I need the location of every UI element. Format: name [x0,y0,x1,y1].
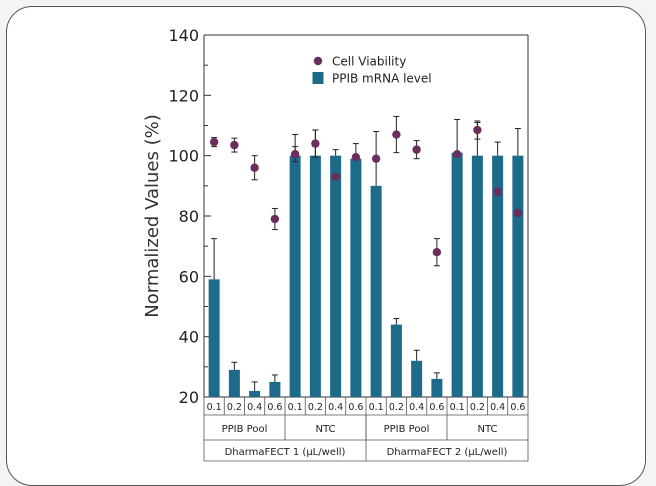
category-label: 0.1 [207,402,222,413]
viability-point [230,140,239,150]
y-tick-label: 140 [168,26,199,45]
category-label: 0.2 [470,402,485,413]
group-label: PPIB Pool [222,424,268,435]
viability-point [513,208,523,218]
category-label: 0.4 [490,402,505,413]
bar [350,158,362,397]
y-axis-label: Normalized Values (%) [142,114,163,317]
viability-point [331,172,340,181]
y-tick-label: 60 [179,267,199,286]
category-label: 0.4 [328,402,343,413]
legend-marker-ppib [312,72,324,84]
bar [330,155,342,397]
legend-label-cell-viability: Cell Viability [332,55,406,69]
viability-point [250,163,259,172]
y-tick-label: 100 [168,147,199,166]
legend-marker-cell-viability [313,56,323,66]
supergroup-label: DharmaFECT 1 (µL/well) [225,447,346,458]
viability-point [351,152,361,162]
bar [471,155,483,397]
viability-point [392,130,401,139]
category-label: 0.4 [409,402,424,413]
bar [451,152,463,397]
supergroup-label: DharmaFECT 2 (µL/well) [387,447,508,458]
chart-frame [6,6,646,486]
category-label: 0.2 [227,402,242,413]
category-label: 0.1 [288,402,303,413]
bar [208,279,220,397]
bar [431,378,443,397]
category-label: 0.6 [267,402,282,413]
category-label: 0.6 [429,402,444,413]
viability-point [493,187,502,197]
viability-point [452,149,462,159]
category-label: 0.2 [308,402,323,413]
viability-point [432,248,442,257]
y-tick-label: 20 [179,388,199,407]
bar [309,155,321,397]
bar [390,324,402,397]
viability-point [371,154,381,163]
bar [370,185,382,397]
y-tick-label: 120 [168,86,199,105]
group-label: PPIB Pool [384,424,430,435]
category-label: 0.6 [510,402,525,413]
viability-point [290,149,300,159]
category-label: 0.4 [247,402,262,413]
bar [512,155,524,397]
y-tick-label: 80 [179,207,199,226]
bar [269,381,281,397]
chart: 20 40 60 80 100 120 140 Normalized Values (%) 0.… [142,26,529,462]
category-label: 0.6 [348,402,363,413]
bar [289,155,301,397]
viability-point [412,145,421,154]
bar [411,360,423,397]
y-tick-label: 40 [179,328,199,347]
bar [228,369,240,397]
viability-point [209,137,219,147]
bar [249,390,261,397]
group-label: NTC [316,424,336,435]
legend-label-ppib: PPIB mRNA level [332,72,432,86]
category-label: 0.2 [389,402,404,413]
group-label: NTC [478,424,498,435]
category-label: 0.1 [369,402,384,413]
viability-point [270,214,280,224]
bar [492,155,504,397]
viability-point [311,139,320,148]
viability-point [473,125,482,135]
category-label: 0.1 [450,402,465,413]
